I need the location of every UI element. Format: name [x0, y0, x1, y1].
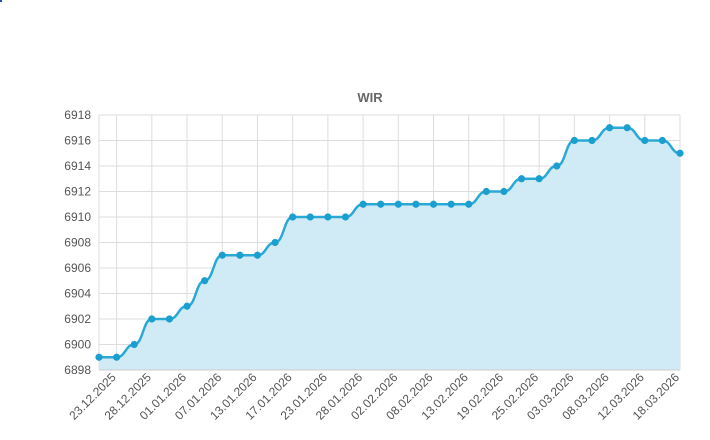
y-tick-label: 6914 [64, 159, 91, 173]
y-axis: 6898 6900 6902 6904 6906 6908 6910 6912 6914 6916… [64, 108, 91, 377]
area-fill-group [99, 127, 680, 370]
chart-title: WIR [357, 90, 383, 105]
y-tick-label: 6916 [64, 134, 91, 148]
data-point [623, 124, 631, 132]
data-point [324, 213, 332, 221]
data-point [412, 200, 420, 208]
area-fill [99, 127, 680, 370]
series-line-group [99, 126, 681, 359]
data-point [588, 136, 596, 145]
data-point [306, 213, 314, 221]
data-point [605, 124, 614, 132]
data-point [341, 213, 350, 221]
y-tick-label: 6910 [64, 210, 91, 224]
data-point [183, 302, 191, 310]
corner-marker [0, 0, 2, 2]
data-point [130, 340, 138, 349]
data-point [148, 315, 156, 323]
y-tick-label: 6904 [64, 287, 91, 301]
data-point [201, 277, 209, 285]
data-point [553, 162, 561, 170]
series-line [99, 126, 681, 359]
y-tick-label: 6900 [64, 338, 91, 352]
data-point [359, 200, 367, 208]
data-point [271, 238, 279, 247]
y-tick-label: 6898 [64, 363, 91, 377]
data-point [517, 175, 526, 183]
data-point [253, 251, 262, 259]
data-point [236, 251, 244, 259]
data-point [429, 200, 438, 208]
data-point [535, 175, 543, 183]
y-tick-label: 6918 [64, 108, 91, 122]
x-axis: 23.12.202528.12.202501.01.202607.01.2026… [66, 369, 682, 423]
data-point [641, 136, 649, 145]
data-point [394, 200, 402, 208]
data-point [289, 213, 297, 221]
y-tick-label: 6902 [64, 312, 91, 326]
data-point [500, 187, 508, 196]
data-point [570, 136, 578, 145]
data-point [482, 187, 490, 196]
data-point [377, 200, 385, 208]
y-tick-label: 6906 [64, 261, 91, 275]
data-point [658, 136, 666, 145]
data-point [676, 149, 684, 157]
data-point [165, 315, 174, 323]
y-tick-label: 6908 [64, 236, 91, 250]
data-point [465, 200, 473, 208]
data-point [218, 251, 226, 259]
y-tick-label: 6912 [64, 185, 91, 199]
data-point [447, 200, 455, 208]
data-point [95, 353, 103, 361]
data-points [95, 124, 684, 361]
data-point [113, 353, 121, 361]
